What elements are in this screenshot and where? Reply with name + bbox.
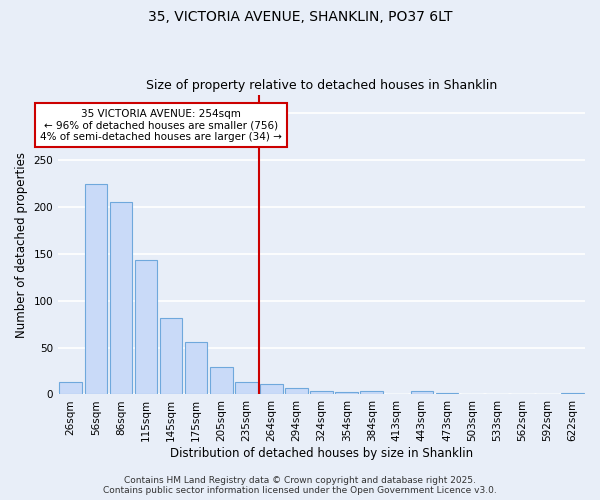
- Text: Contains HM Land Registry data © Crown copyright and database right 2025.
Contai: Contains HM Land Registry data © Crown c…: [103, 476, 497, 495]
- Bar: [285, 388, 308, 394]
- Bar: [59, 382, 82, 394]
- Bar: [310, 390, 333, 394]
- Bar: [436, 392, 458, 394]
- Bar: [85, 184, 107, 394]
- Bar: [185, 342, 208, 394]
- Bar: [160, 318, 182, 394]
- Bar: [561, 392, 584, 394]
- Bar: [260, 384, 283, 394]
- Bar: [210, 368, 233, 394]
- Text: 35 VICTORIA AVENUE: 254sqm
← 96% of detached houses are smaller (756)
4% of semi: 35 VICTORIA AVENUE: 254sqm ← 96% of deta…: [40, 108, 282, 142]
- Bar: [235, 382, 257, 394]
- X-axis label: Distribution of detached houses by size in Shanklin: Distribution of detached houses by size …: [170, 447, 473, 460]
- Bar: [410, 390, 433, 394]
- Text: 35, VICTORIA AVENUE, SHANKLIN, PO37 6LT: 35, VICTORIA AVENUE, SHANKLIN, PO37 6LT: [148, 10, 452, 24]
- Title: Size of property relative to detached houses in Shanklin: Size of property relative to detached ho…: [146, 79, 497, 92]
- Y-axis label: Number of detached properties: Number of detached properties: [15, 152, 28, 338]
- Bar: [110, 202, 132, 394]
- Bar: [134, 260, 157, 394]
- Bar: [335, 392, 358, 394]
- Bar: [361, 390, 383, 394]
